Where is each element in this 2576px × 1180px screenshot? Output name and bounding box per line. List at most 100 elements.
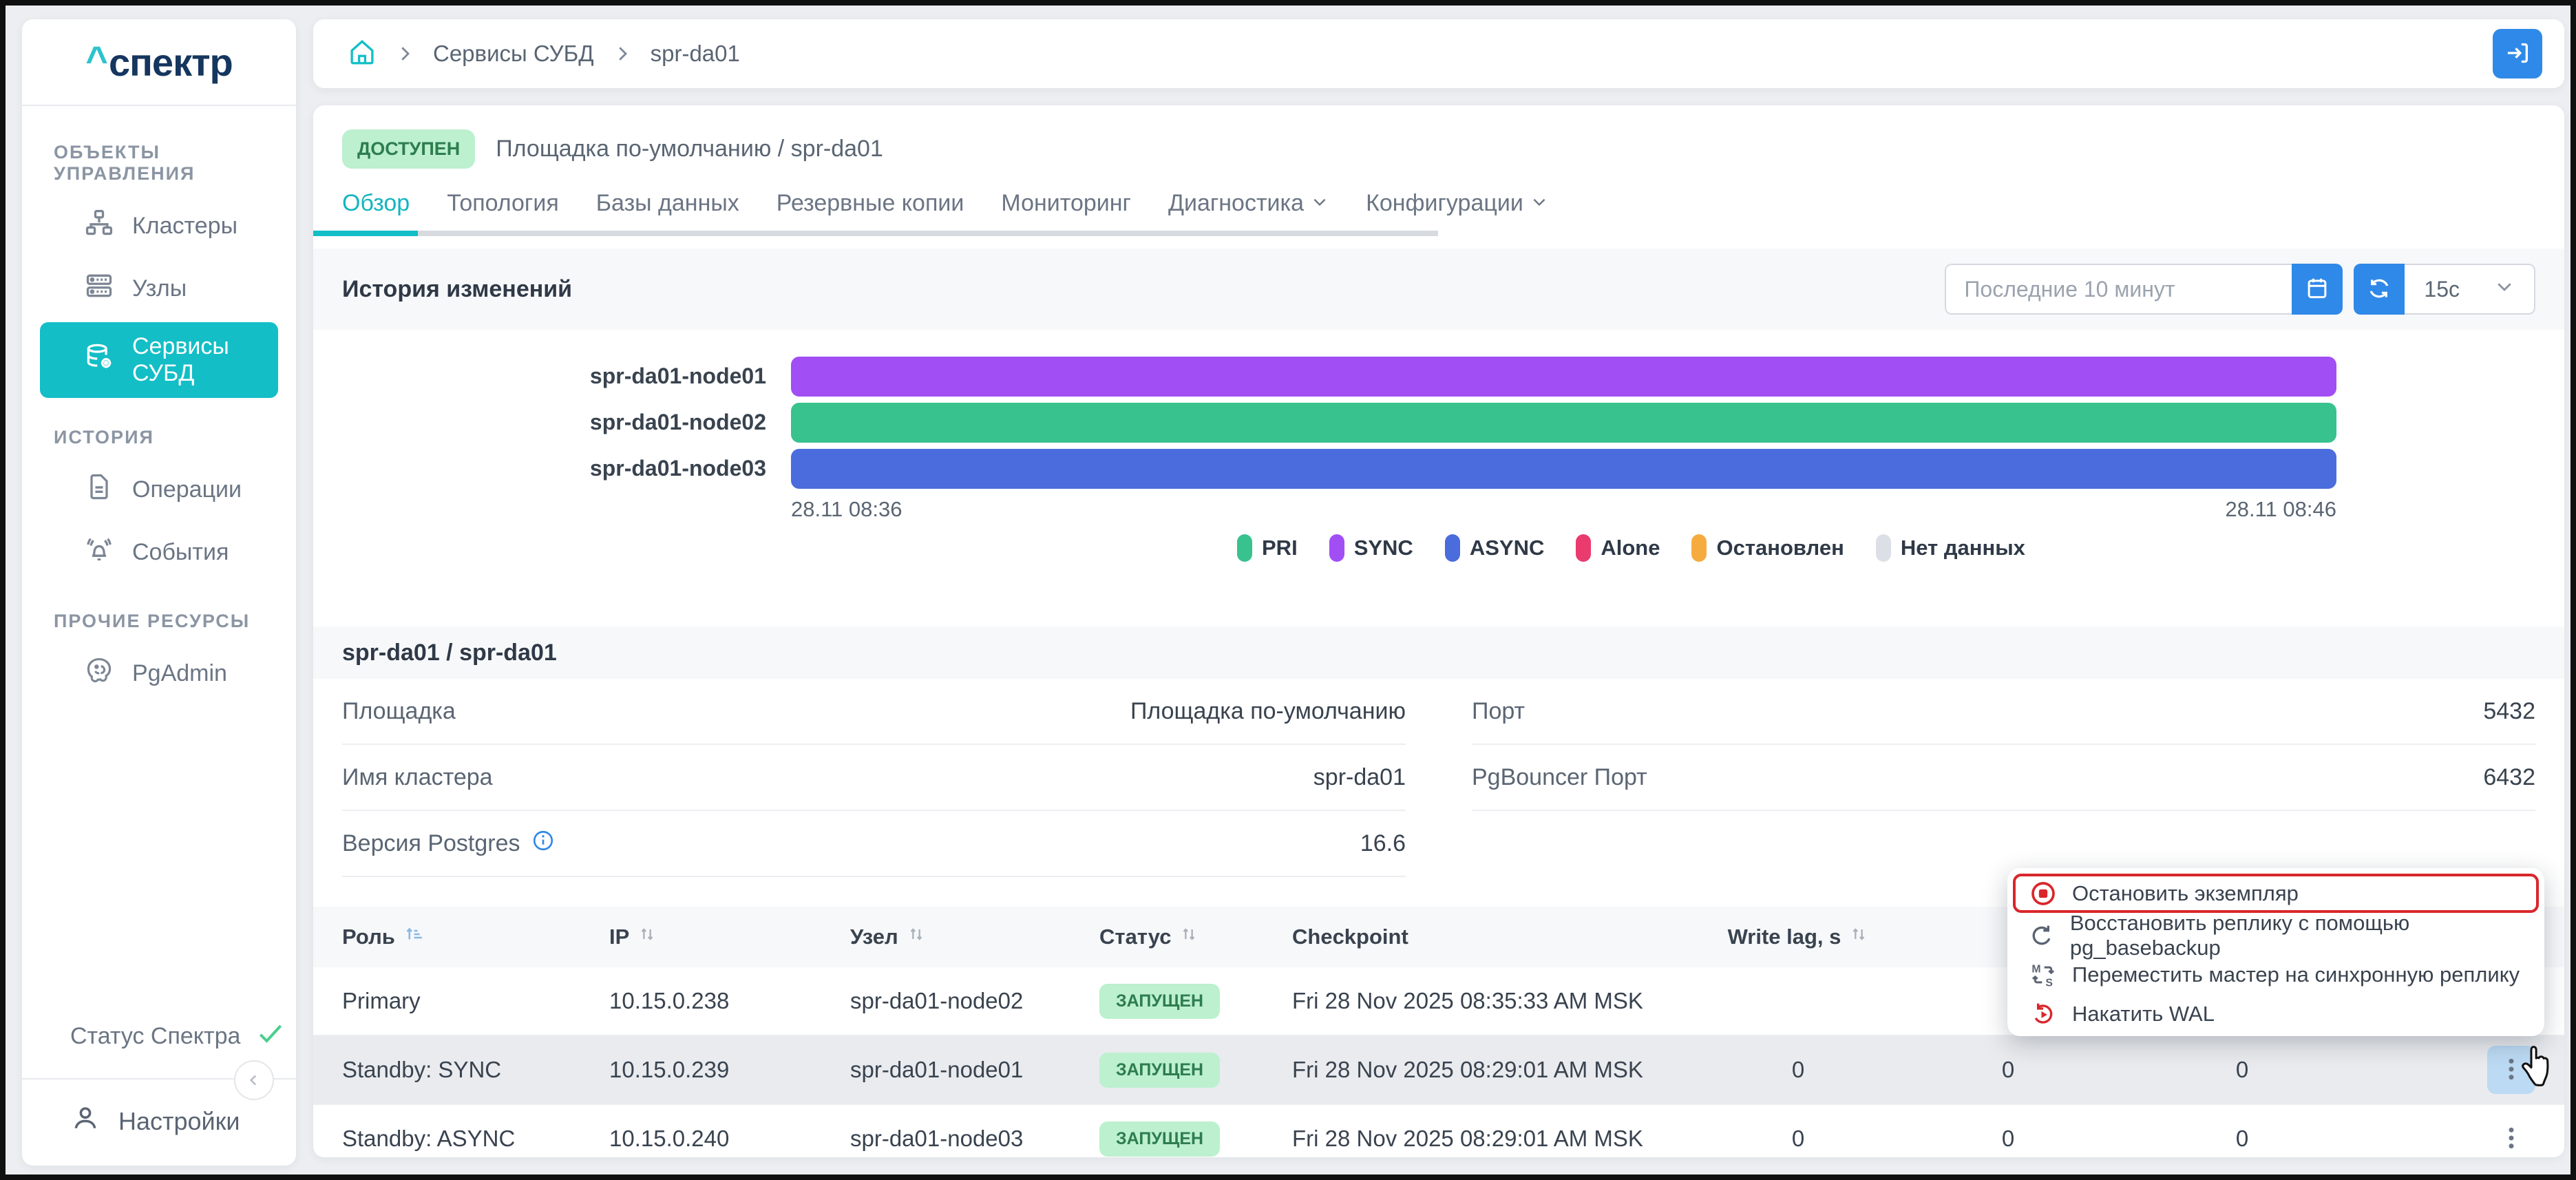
legend-swatch (1691, 534, 1707, 562)
sort-ascending-icon[interactable] (403, 924, 424, 950)
home-icon[interactable] (348, 38, 377, 70)
cluster-icon (84, 208, 114, 244)
menu-item-restore-replica[interactable]: Восстановить реплику с помощью pg_baseba… (2007, 916, 2544, 955)
status-badge: ЗАПУЩЕН (1099, 984, 1220, 1019)
sidebar-item-label: PgAdmin (132, 660, 227, 687)
node-label: spr-da01-node03 (342, 456, 791, 481)
settings-label: Настройки (118, 1107, 240, 1136)
legend-swatch (1876, 534, 1891, 562)
tab-overview[interactable]: Обзор (342, 190, 410, 217)
sort-icon[interactable] (1179, 925, 1199, 949)
settings-button[interactable]: Настройки (70, 1103, 296, 1139)
logout-button[interactable] (2493, 29, 2542, 78)
breadcrumb-db-services[interactable]: Сервисы СУБД (433, 41, 594, 67)
tab-topology[interactable]: Топология (447, 190, 559, 217)
legend-swatch (1576, 534, 1591, 562)
tab-diagnostics[interactable]: Диагностика (1168, 190, 1329, 217)
sidebar-item-db-services[interactable]: Сервисы СУБД (40, 322, 278, 398)
column-status[interactable]: Статус (1099, 925, 1292, 949)
cluster-title: spr-da01 / spr-da01 (342, 640, 557, 666)
cluster-info-left: Площадка Площадка по-умолчанию Имя класт… (342, 679, 1406, 877)
kebab-icon (2498, 1055, 2525, 1085)
sidebar-item-label: Кластеры (132, 213, 237, 240)
tab-configurations[interactable]: Конфигурации (1366, 190, 1548, 217)
sidebar-item-label: Сервисы СУБД (132, 333, 278, 387)
sort-icon[interactable] (907, 925, 926, 949)
menu-item-label: Накатить WAL (2072, 1002, 2215, 1026)
calendar-button[interactable] (2292, 264, 2343, 315)
table-row-standby-async[interactable]: Standby: ASYNC 10.15.0.240 spr-da01-node… (313, 1105, 2564, 1157)
sort-icon[interactable] (637, 925, 657, 949)
cell-checkpoint: Fri 28 Nov 2025 08:35:33 AM MSK (1292, 988, 1705, 1014)
time-range-input[interactable] (1945, 264, 2292, 315)
tab-monitoring[interactable]: Мониторинг (1001, 190, 1131, 217)
legend-item-sync: SYNC (1329, 534, 1413, 562)
sidebar: ^ спектр ОБЪЕКТЫ УПРАВЛЕНИЯ Кластеры (22, 19, 296, 1166)
timeline-bar-node03[interactable] (791, 449, 2336, 489)
refresh-interval-select[interactable]: 15с (2405, 264, 2535, 315)
nav-section-history: ИСТОРИЯ (54, 427, 296, 448)
cell-write-lag: 0 (1705, 1057, 1891, 1083)
column-checkpoint[interactable]: Checkpoint (1292, 925, 1705, 949)
info-value: spr-da01 (1313, 764, 1406, 791)
column-write-lag[interactable]: Write lag, s (1705, 925, 1891, 949)
cell-role: Primary (342, 988, 609, 1014)
legend-item-stopped: Остановлен (1691, 534, 1844, 562)
tab-databases[interactable]: Базы данных (596, 190, 739, 217)
menu-item-stop-instance[interactable]: Остановить экземпляр (2013, 874, 2539, 913)
active-tab-indicator (313, 231, 418, 236)
info-row-pgbouncer-port: PgBouncer Порт 6432 (1472, 745, 2535, 811)
kebab-icon (2498, 1124, 2525, 1154)
info-value: 5432 (2483, 698, 2535, 725)
status-label: Статус Спектра (70, 1023, 240, 1050)
cell-node: spr-da01-node01 (850, 1057, 1099, 1083)
info-row-pg-version: Версия Postgres 16.6 (342, 811, 1406, 877)
sidebar-item-events[interactable]: События (40, 523, 278, 582)
status-badge: ЗАПУЩЕН (1099, 1121, 1220, 1157)
sidebar-footer: Статус Спектра Настройки (22, 1018, 296, 1166)
legend-swatch (1237, 534, 1252, 562)
logo-text: спектр (109, 40, 233, 85)
info-icon[interactable] (531, 829, 555, 858)
document-icon (84, 472, 114, 508)
app-window: ^ спектр ОБЪЕКТЫ УПРАВЛЕНИЯ Кластеры (0, 0, 2576, 1180)
sidebar-divider (22, 1078, 296, 1079)
column-node[interactable]: Узел (850, 925, 1099, 949)
bell-icon (84, 534, 114, 571)
row-actions-menu-button[interactable] (2487, 1115, 2535, 1157)
pgadmin-elephant-icon (84, 655, 114, 692)
menu-item-switchover[interactable]: M S Переместить мастер на синхронную реп… (2007, 955, 2544, 994)
legend-item-pri: PRI (1237, 534, 1298, 562)
history-title: История изменений (342, 276, 572, 303)
breadcrumb-current: spr-da01 (651, 41, 740, 67)
collapse-sidebar-button[interactable] (234, 1060, 274, 1100)
cell-status: ЗАПУЩЕН (1099, 984, 1292, 1019)
sidebar-item-pgadmin[interactable]: PgAdmin (40, 644, 278, 703)
cell-actions (2359, 1115, 2535, 1157)
table-row-standby-sync[interactable]: Standby: SYNC 10.15.0.239 spr-da01-node0… (313, 1036, 2564, 1105)
info-value: 6432 (2483, 764, 2535, 791)
sidebar-item-clusters[interactable]: Кластеры (40, 197, 278, 255)
column-ip[interactable]: IP (609, 925, 850, 949)
tab-backups[interactable]: Резервные копии (777, 190, 964, 217)
column-role[interactable]: Роль (342, 924, 609, 950)
chevron-down-icon (2494, 276, 2515, 302)
cell-status: ЗАПУЩЕН (1099, 1053, 1292, 1088)
chart-legend: PRI SYNC ASYNC Alone Остановлен Нет данн… (1237, 529, 2535, 567)
sidebar-item-operations[interactable]: Операции (40, 461, 278, 519)
info-value: 16.6 (1360, 830, 1406, 857)
row-actions-menu-button[interactable] (2487, 1046, 2535, 1094)
sort-icon[interactable] (1849, 925, 1868, 949)
cell-checkpoint: Fri 28 Nov 2025 08:29:01 AM MSK (1292, 1057, 1705, 1083)
menu-item-label: Остановить экземпляр (2072, 881, 2299, 906)
cell-ip: 10.15.0.239 (609, 1057, 850, 1083)
timeline-bar-node01[interactable] (791, 357, 2336, 397)
timeline-bar-node02[interactable] (791, 403, 2336, 443)
refresh-button[interactable] (2354, 264, 2405, 315)
sidebar-item-nodes[interactable]: Узлы (40, 260, 278, 318)
refresh-icon (2366, 275, 2392, 304)
menu-item-apply-wal[interactable]: Накатить WAL (2007, 994, 2544, 1033)
info-row-site: Площадка Площадка по-умолчанию (342, 679, 1406, 745)
login-arrow-icon (2504, 39, 2531, 69)
timeline-row: spr-da01-node03 (342, 445, 2535, 492)
